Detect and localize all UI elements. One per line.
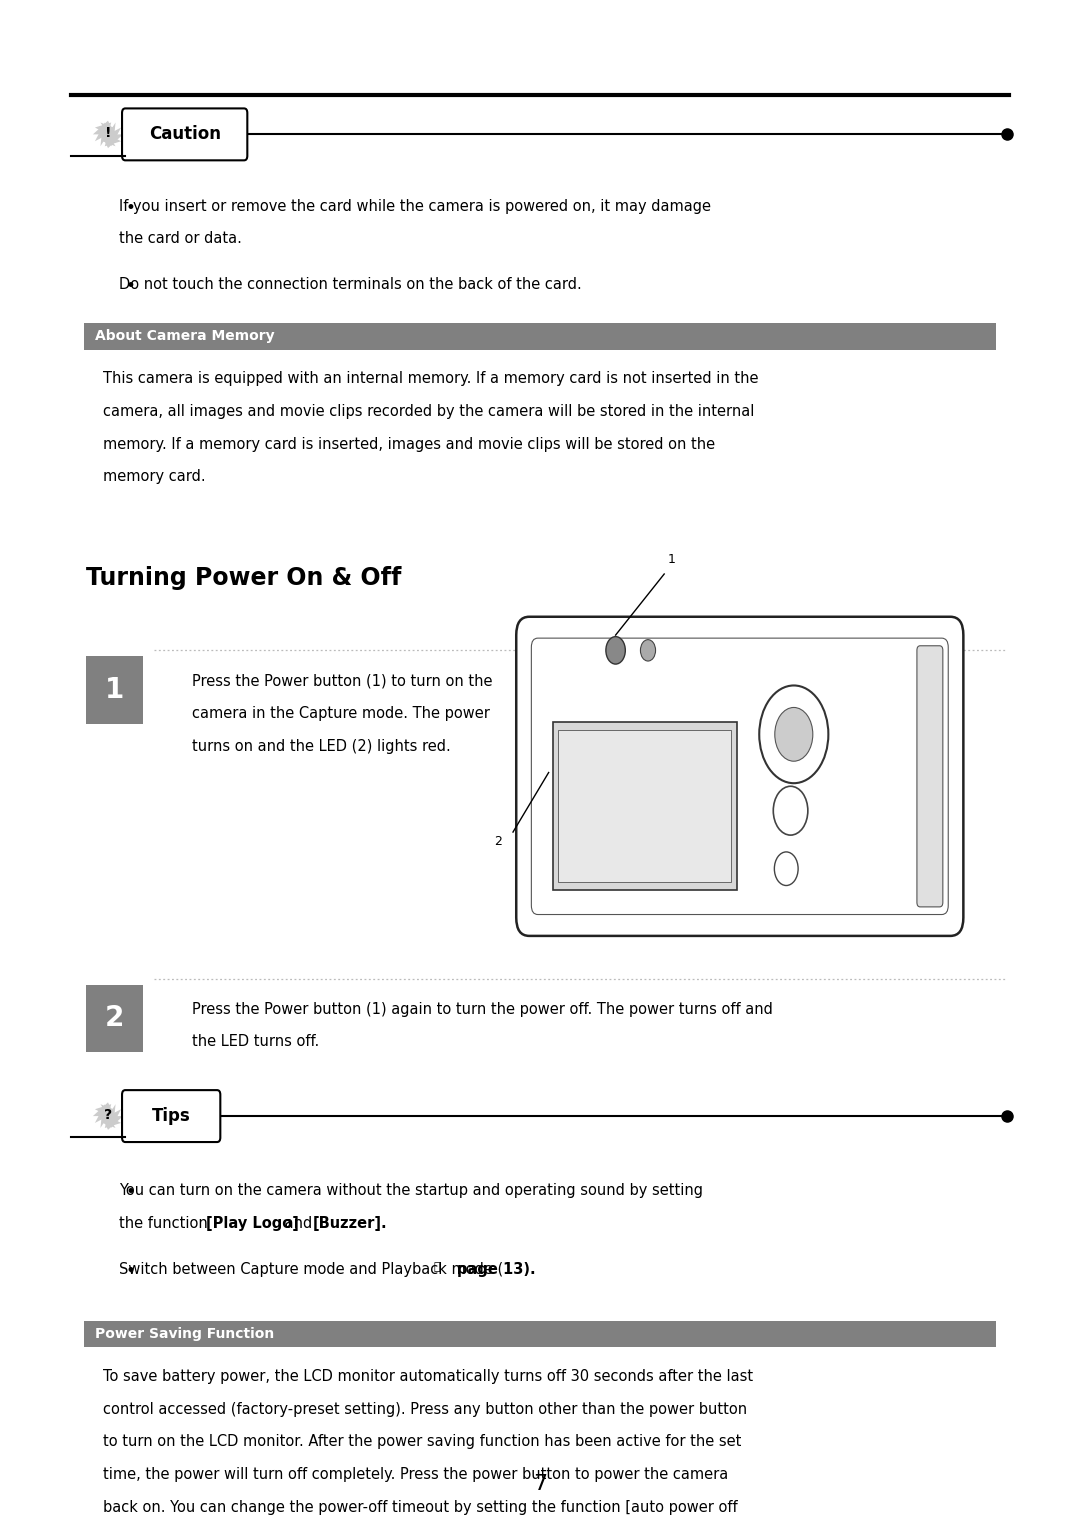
Polygon shape [100,1104,116,1128]
Polygon shape [93,1102,123,1130]
Text: 7: 7 [532,1474,548,1495]
Text: time, the power will turn off completely. Press the power button to power the ca: time, the power will turn off completely… [103,1467,728,1483]
Bar [84,322,996,350]
Text: [Buzzer].: [Buzzer]. [313,1215,388,1231]
Polygon shape [93,121,123,148]
Text: About Camera Memory: About Camera Memory [95,330,274,344]
Bar [84,1321,996,1347]
Polygon shape [95,122,121,147]
Polygon shape [100,122,116,147]
Text: 2: 2 [105,1005,124,1032]
Text: back on. You can change the power-off timeout by setting the function [auto powe: back on. You can change the power-off ti… [103,1500,738,1515]
Text: •: • [125,278,135,295]
Text: camera, all images and movie clips recorded by the camera will be stored in the : camera, all images and movie clips recor… [103,403,754,418]
FancyBboxPatch shape [86,985,143,1052]
Circle shape [606,637,625,664]
Text: 2: 2 [495,835,502,847]
Text: the function: the function [119,1215,212,1231]
FancyBboxPatch shape [531,638,948,915]
Text: Switch between Capture mode and Playback mode (: Switch between Capture mode and Playback… [119,1261,503,1277]
Text: ?: ? [104,1107,112,1121]
Text: the card or data.: the card or data. [119,231,242,246]
Circle shape [640,640,656,661]
Text: camera in the Capture mode. The power: camera in the Capture mode. The power [192,705,490,721]
Polygon shape [95,1104,121,1128]
Circle shape [773,786,808,835]
FancyBboxPatch shape [917,646,943,907]
FancyBboxPatch shape [86,657,143,724]
Text: turns on and the LED (2) lights red.: turns on and the LED (2) lights red. [192,739,451,754]
Text: to turn on the LCD monitor. After the power saving function has been active for : to turn on the LCD monitor. After the po… [103,1434,741,1449]
Text: [Play Logo]: [Play Logo] [206,1215,299,1231]
Text: 1: 1 [667,553,675,567]
Text: Turning Power On & Off: Turning Power On & Off [86,567,402,591]
Text: Power Saving Function: Power Saving Function [95,1327,274,1341]
Text: Press the Power button (1) again to turn the power off. The power turns off and: Press the Power button (1) again to turn… [192,1002,773,1017]
Text: control accessed (factory-preset setting). Press any button other than the power: control accessed (factory-preset setting… [103,1402,746,1417]
Text: 📷: 📷 [433,1261,441,1272]
Text: Tips: Tips [152,1107,190,1125]
Circle shape [774,852,798,886]
Polygon shape [95,122,121,147]
Text: page 13).: page 13). [457,1261,536,1277]
Text: To save battery power, the LCD monitor automatically turns off 30 seconds after : To save battery power, the LCD monitor a… [103,1368,753,1383]
Polygon shape [102,121,114,148]
Text: 1: 1 [105,676,124,704]
Text: Do not touch the connection terminals on the back of the card.: Do not touch the connection terminals on… [119,278,581,292]
Text: •: • [125,1261,135,1280]
Text: This camera is equipped with an internal memory. If a memory card is not inserte: This camera is equipped with an internal… [103,371,758,386]
Circle shape [759,686,828,783]
FancyBboxPatch shape [122,108,247,160]
Text: !: ! [105,125,111,140]
Text: Press the Power button (1) to turn on the: Press the Power button (1) to turn on th… [192,673,492,689]
Text: Caution: Caution [149,125,220,144]
Text: memory. If a memory card is inserted, images and movie clips will be stored on t: memory. If a memory card is inserted, im… [103,437,715,452]
Circle shape [774,707,813,762]
FancyBboxPatch shape [516,617,963,936]
Text: If you insert or remove the card while the camera is powered on, it may damage: If you insert or remove the card while t… [119,199,711,214]
Polygon shape [102,1102,114,1130]
FancyBboxPatch shape [122,1090,220,1142]
FancyBboxPatch shape [553,722,737,890]
Text: and: and [280,1215,316,1231]
Text: the LED turns off.: the LED turns off. [192,1034,320,1049]
Polygon shape [100,1104,116,1128]
Text: •: • [125,1183,135,1202]
Polygon shape [100,122,116,147]
FancyBboxPatch shape [558,730,731,883]
Text: •: • [125,199,135,217]
Polygon shape [95,1104,121,1128]
Text: memory card.: memory card. [103,469,205,484]
Text: You can turn on the camera without the startup and operating sound by setting: You can turn on the camera without the s… [119,1183,703,1199]
